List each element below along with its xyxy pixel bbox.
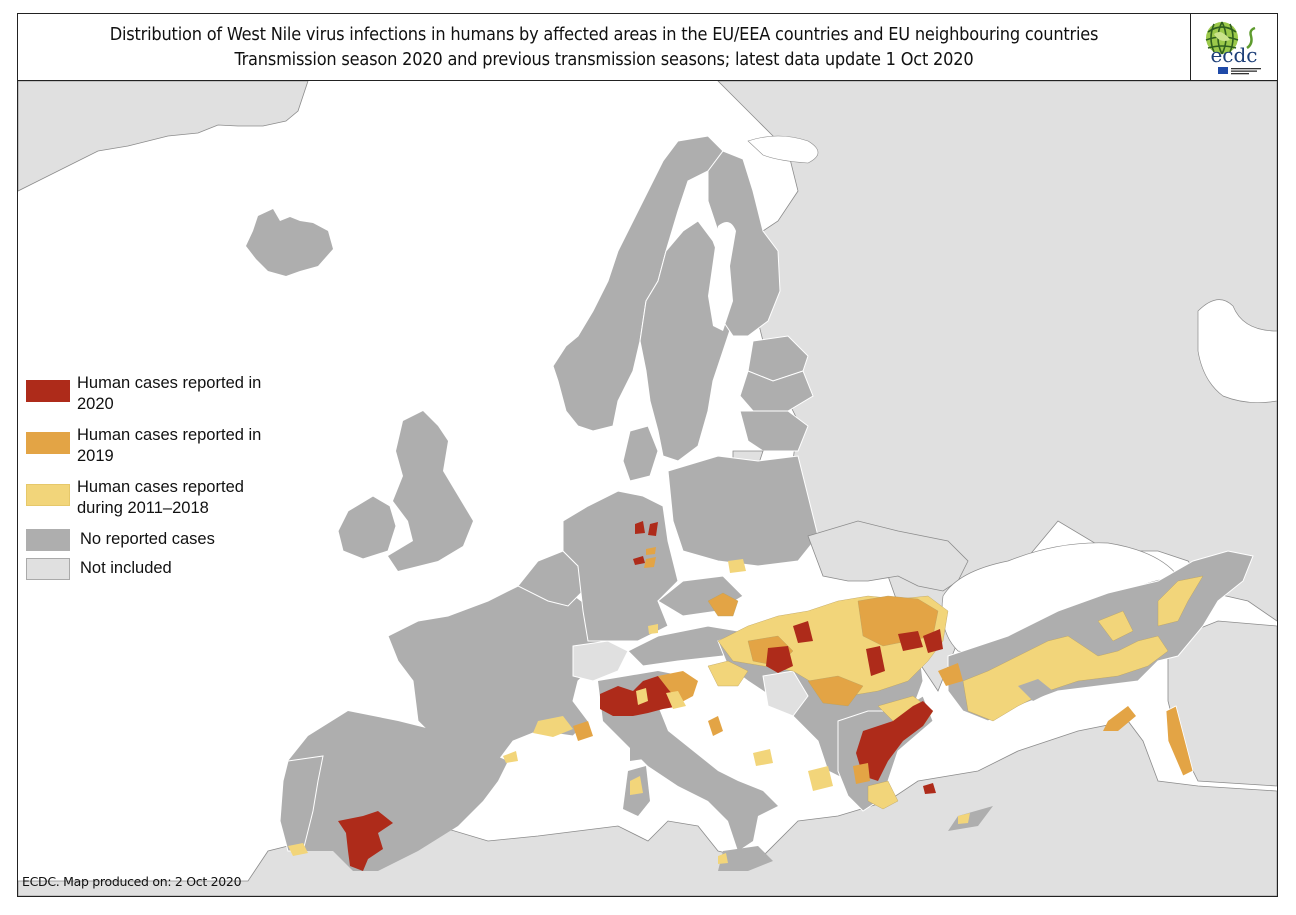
gulf-of-bothnia (708, 222, 736, 331)
svg-text:ecdc: ecdc (1210, 43, 1257, 67)
ecdc-globe-icon: ecdc (1205, 21, 1261, 75)
legend-label-no-cases: No reported cases (80, 530, 215, 548)
italy-puglia-2011-2018 (753, 749, 773, 766)
sardinia-2011-2018 (630, 776, 643, 795)
germany-2020-a (635, 521, 645, 534)
cyprus-2019 (1103, 706, 1136, 731)
greece-south-2011-2018 (867, 780, 899, 810)
norway (552, 135, 724, 432)
map-title: Distribution of West Nile virus infectio… (109, 24, 1099, 45)
legend-label-2019-line1: Human cases reported in (77, 426, 262, 444)
slovakia-2020 (793, 621, 813, 643)
europe-map: Human cases reported in 2020 Human cases… (18, 81, 1277, 896)
israel-2019 (1165, 705, 1194, 777)
legend-item-2011-2018: Human cases reported during 2011–2018 (26, 477, 316, 529)
map-production-note: ECDC. Map produced on: 2 Oct 2020 (22, 874, 242, 889)
lithuania (739, 410, 809, 452)
map-header: Distribution of West Nile virus infectio… (18, 14, 1277, 81)
denmark (622, 425, 659, 482)
romania-2020-a (866, 646, 885, 676)
legend-item-2020: Human cases reported in 2020 (26, 373, 316, 425)
germany-2020-b (648, 522, 658, 536)
czechia-austria-2019 (707, 592, 739, 617)
sicily (718, 846, 773, 871)
greece-central-2019 (853, 763, 870, 784)
sweden (639, 220, 734, 462)
poland-south-2011-2018 (728, 559, 746, 573)
map-legend: Human cases reported in 2020 Human cases… (26, 373, 316, 587)
romania-danube-delta-2020 (923, 629, 943, 653)
legend-label-not-included: Not included (80, 559, 172, 577)
germany-2020-c (633, 556, 645, 565)
legend-label-2019-line2: 2019 (77, 447, 114, 465)
legend-swatch-2019 (26, 432, 70, 454)
caspian-sea (1197, 299, 1277, 403)
legend-label-2011-2018-line1: Human cases reported (77, 478, 244, 496)
germany-2019-b (644, 557, 656, 568)
albania-2011-2018 (808, 766, 833, 791)
crete (948, 806, 993, 831)
united-kingdom (388, 411, 473, 571)
legend-label-2020-line2: 2020 (77, 395, 114, 413)
latvia (739, 370, 814, 412)
italy (598, 671, 778, 851)
greece-island-2020 (923, 783, 936, 794)
croatia-slovenia-2011-2018 (707, 660, 749, 687)
white-sea (747, 135, 819, 164)
legend-item-not-included: Not included (26, 558, 316, 587)
corsica (630, 731, 644, 761)
iceland (246, 209, 333, 276)
turkey-east-cases-2011-2018 (1157, 575, 1204, 627)
ireland (337, 495, 397, 560)
ecdc-logo: ecdc (1192, 14, 1277, 80)
turkey-edirne-2019 (938, 663, 963, 686)
legend-label-2020-line1: Human cases reported in (77, 374, 262, 392)
hungary-2020 (766, 646, 793, 673)
italy-veneto-2019 (658, 671, 698, 703)
spain (288, 711, 508, 871)
greece-north-2020 (856, 701, 933, 781)
legend-item-no-cases: No reported cases (26, 529, 316, 558)
portugal-algarve-2011-2018 (288, 843, 308, 856)
romania-2020-b (898, 631, 923, 651)
serbia-2019 (807, 675, 864, 707)
bosnia-herzegovina (762, 670, 809, 717)
map-subtitle: Transmission season 2020 and previous tr… (234, 49, 974, 70)
spain-catalonia-2011-2018 (503, 751, 518, 763)
italy-lombardy-2011-2018 (636, 688, 648, 705)
crete-2011-2018 (958, 813, 970, 824)
switzerland (572, 640, 629, 682)
france-var-2019 (573, 721, 593, 741)
map-canvas (18, 81, 1277, 896)
turkey-central-cases-2011-2018 (1097, 610, 1134, 642)
greenland-region (18, 81, 309, 192)
france-south-2011-2018 (533, 716, 573, 737)
legend-swatch-2020 (26, 380, 70, 402)
map-frame: Distribution of West Nile virus infectio… (17, 13, 1278, 897)
legend-swatch-not-included (26, 558, 70, 580)
germany-2019-a (646, 547, 656, 555)
turkey-cases-2011-2018 (962, 635, 1169, 722)
legend-item-2019: Human cases reported in 2019 (26, 425, 316, 477)
germany-south-2011-2018 (648, 624, 658, 634)
legend-swatch-no-cases (26, 529, 70, 551)
legend-swatch-2011-2018 (26, 484, 70, 506)
legend-label-2011-2018-line2: during 2011–2018 (77, 499, 209, 517)
title-box: Distribution of West Nile virus infectio… (18, 14, 1191, 80)
spain-andalusia-2020 (338, 811, 393, 871)
turkey-no-cases-pocket (1018, 679, 1053, 701)
italy-central-2019 (708, 716, 723, 736)
middle-east-region (1167, 620, 1277, 787)
ukraine-region (807, 520, 969, 592)
poland (667, 455, 819, 567)
sicily-2011-2018 (718, 853, 728, 864)
italy-emilia-2011-2018 (666, 691, 686, 709)
